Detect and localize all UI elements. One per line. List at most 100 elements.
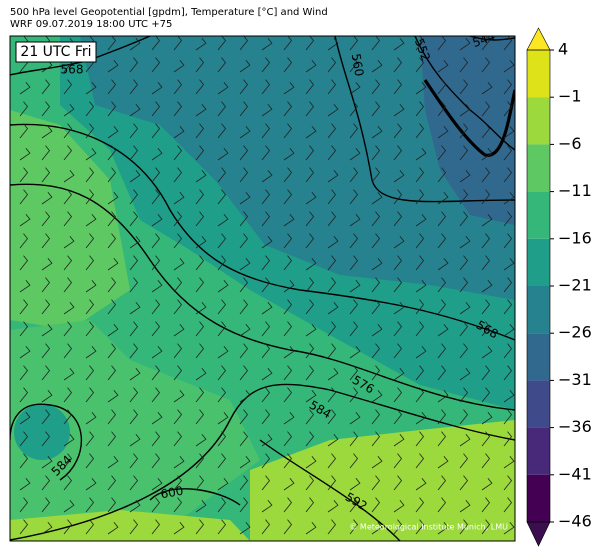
wind-barb xyxy=(371,475,381,491)
wind-barb xyxy=(85,101,95,117)
wind-barb xyxy=(503,79,513,95)
wind-barb xyxy=(261,277,271,293)
wind-barb xyxy=(327,235,339,249)
wind-barb xyxy=(217,81,229,95)
region xyxy=(250,420,515,541)
wind-barb xyxy=(503,497,513,513)
wind-barb xyxy=(393,475,403,491)
wind-barb xyxy=(283,497,293,513)
wind-barb xyxy=(63,433,75,447)
wind-barb xyxy=(415,233,425,249)
wind-barb xyxy=(283,519,293,535)
wind-barb xyxy=(503,257,515,271)
wind-barbs xyxy=(19,36,515,535)
wind-barb xyxy=(151,81,163,95)
wind-barb xyxy=(481,477,493,491)
wind-barb xyxy=(151,147,163,161)
wind-barb xyxy=(151,189,161,205)
wind-barb xyxy=(327,189,337,205)
wind-barb xyxy=(503,475,513,491)
wind-barb xyxy=(393,519,403,535)
tick-label: −16 xyxy=(558,228,592,247)
wind-barb xyxy=(217,477,229,491)
wind-barb xyxy=(349,147,361,161)
wind-barb xyxy=(239,497,249,513)
region xyxy=(10,320,260,530)
wind-barb xyxy=(415,147,427,161)
wind-barb xyxy=(327,211,337,227)
wind-barb xyxy=(239,125,251,139)
wind-barb xyxy=(349,123,359,139)
wind-barb xyxy=(283,189,293,205)
color-band xyxy=(527,191,550,239)
wind-barb xyxy=(107,257,119,271)
wind-barb xyxy=(305,277,315,293)
wind-barb xyxy=(217,365,227,381)
wind-barb xyxy=(173,211,183,227)
region xyxy=(10,110,130,330)
wind-barb xyxy=(85,123,95,139)
wind-barb xyxy=(239,191,251,205)
wind-barb xyxy=(415,321,425,337)
wind-barb xyxy=(261,79,271,95)
wind-barb xyxy=(129,453,139,469)
wind-barb xyxy=(459,189,469,205)
wind-barb xyxy=(459,235,471,249)
wind-barb xyxy=(19,213,31,227)
wind-barb xyxy=(327,409,337,425)
wind-barb xyxy=(283,279,295,293)
wind-barb xyxy=(437,211,447,227)
wind-barb xyxy=(305,343,315,359)
wind-barb xyxy=(283,387,293,403)
wind-barb xyxy=(459,169,471,183)
wind-barb xyxy=(129,321,139,337)
wind-barb xyxy=(19,255,29,271)
wind-barb xyxy=(173,365,183,381)
title: 500 hPa level Geopotential [gpdm], Tempe… xyxy=(10,7,328,18)
wind-barb xyxy=(415,345,427,359)
wind-barb xyxy=(107,233,117,249)
wind-barb xyxy=(305,431,315,447)
wind-barb xyxy=(481,147,493,161)
wind-barb xyxy=(239,167,249,183)
wind-barb xyxy=(503,211,513,227)
extend-top xyxy=(526,27,551,51)
wind-barb xyxy=(239,323,251,337)
wind-barb xyxy=(503,233,513,249)
wind-barb xyxy=(173,277,183,293)
wind-barb xyxy=(19,345,31,359)
wind-barb xyxy=(151,431,161,447)
wind-barb xyxy=(19,431,29,447)
wind-barb xyxy=(327,519,337,535)
wind-barb xyxy=(503,191,515,205)
wind-barb xyxy=(437,475,447,491)
wind-barb xyxy=(63,211,73,227)
wind-barb xyxy=(393,301,405,315)
wind-barb xyxy=(459,367,471,381)
wind-barb xyxy=(283,213,295,227)
wind-barb xyxy=(107,431,117,447)
wind-barb xyxy=(415,213,427,227)
wind-barb xyxy=(85,81,97,95)
wind-barb xyxy=(415,167,425,183)
wind-barb xyxy=(261,409,271,425)
wind-barb xyxy=(107,277,117,293)
color-band xyxy=(527,97,550,145)
wind-barb xyxy=(459,79,469,95)
wind-barb xyxy=(173,323,185,337)
wind-barb xyxy=(129,519,139,535)
wind-barb xyxy=(195,103,207,117)
wind-barb xyxy=(217,147,229,161)
wind-barb xyxy=(305,167,315,183)
wind-barb xyxy=(85,279,97,293)
wind-barb xyxy=(393,37,405,51)
wind-barb xyxy=(481,233,491,249)
wind-barb xyxy=(393,103,405,117)
wind-barb xyxy=(239,299,249,315)
color-band xyxy=(527,380,550,428)
wind-barb xyxy=(151,345,163,359)
wind-barb xyxy=(151,101,161,117)
wind-barb xyxy=(415,387,425,403)
wind-barb xyxy=(217,123,227,139)
